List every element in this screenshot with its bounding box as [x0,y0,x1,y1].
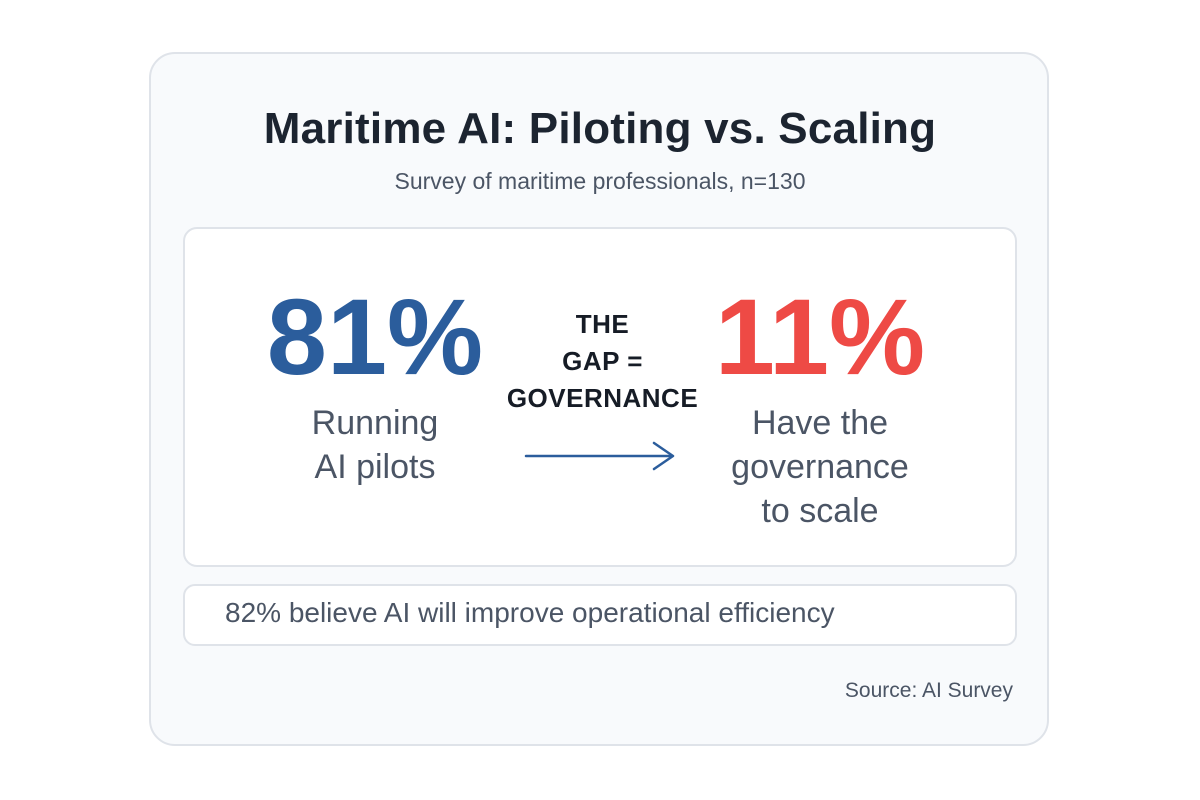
gap-label-line-1: THE [575,309,630,339]
stats-panel [183,227,1017,567]
chart-subtitle: Survey of maritime professionals, n=130 [394,168,806,194]
arrow-right-icon [524,441,675,471]
gap-label-line-3: GOVERNANCE [506,383,699,413]
stat-label-governance: Have the governance to scale [700,401,940,533]
stat-label-pilots-line-1: Running [311,404,439,442]
footnote-box [183,584,1017,646]
gap-label-line-2: GAP = [562,346,643,376]
stat-label-pilots: Running AI pilots [255,401,495,489]
source-note: Source: AI Survey [844,679,1013,702]
stat-value-governance: 11% [714,276,926,397]
stat-label-governance-line-2: governance [731,448,909,486]
footnote-text: 82% believe AI will improve operational … [225,597,835,628]
chart-title: Maritime AI: Piloting vs. Scaling [263,104,937,153]
stat-label-governance-line-3: to scale [761,492,879,530]
stat-label-pilots-line-2: AI pilots [314,448,436,486]
gap-label: THE GAP = GOVERNANCE [490,306,715,417]
stat-label-governance-line-1: Have the [751,404,889,442]
stat-value-pilots: 81% [266,276,484,397]
